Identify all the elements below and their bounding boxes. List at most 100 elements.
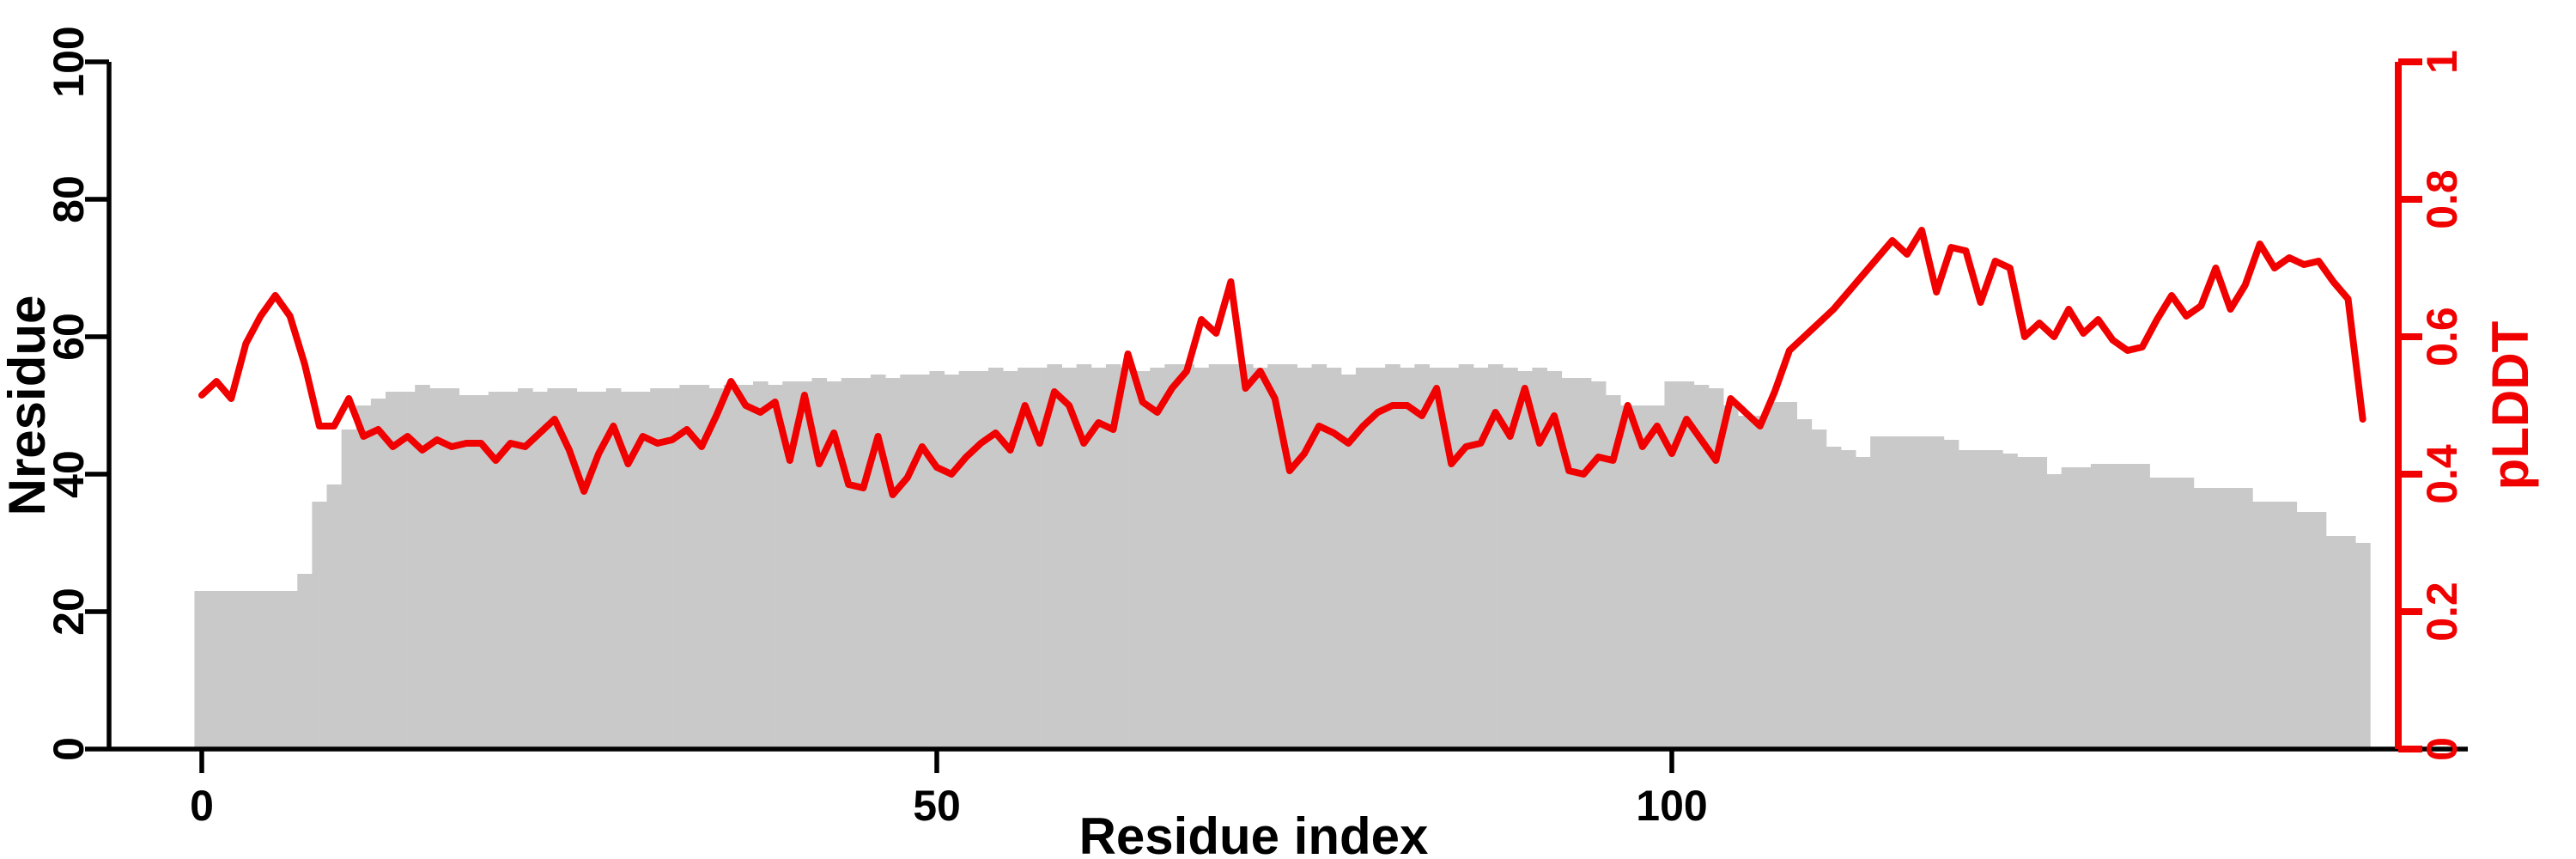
nresidue-bar: [2340, 536, 2356, 749]
nresidue-bar: [768, 385, 783, 749]
nresidue-bar: [2017, 457, 2032, 749]
nresidue-bar: [2046, 474, 2063, 749]
nresidue-bar: [1208, 364, 1224, 749]
nresidue-bar: [1753, 416, 1768, 749]
nresidue-bar: [665, 388, 680, 749]
nresidue-bar: [1796, 419, 1813, 749]
nresidue-bar: [2238, 488, 2253, 749]
nresidue-bar: [488, 392, 504, 749]
nresidue-bar: [650, 388, 665, 749]
nresidue-bar: [811, 378, 828, 749]
nresidue-bar: [2296, 512, 2312, 749]
nresidue-bar: [209, 591, 225, 749]
nresidue-bar: [1121, 368, 1136, 749]
nresidue-bar: [2164, 478, 2180, 749]
nresidue-bar: [1620, 405, 1636, 749]
left-tick-label: 40: [45, 450, 93, 498]
nresidue-bar: [782, 381, 798, 749]
nresidue-bar: [2223, 488, 2239, 749]
nresidue-bar: [2281, 502, 2298, 749]
nresidue-bar: [268, 591, 283, 749]
nresidue-bar: [562, 388, 578, 749]
nresidue-bar: [1679, 381, 1695, 749]
nresidue-bar: [1385, 364, 1400, 749]
nresidue-bar: [1605, 395, 1621, 749]
nresidue-bar: [1164, 364, 1180, 749]
nresidue-bar: [1223, 364, 1239, 749]
nresidue-bar: [415, 385, 430, 749]
nresidue-bar: [1018, 368, 1033, 749]
nresidue-bar: [620, 392, 636, 749]
x-tick-label: 100: [1636, 782, 1707, 830]
nresidue-bar: [885, 378, 901, 749]
nresidue-bar: [1340, 375, 1357, 749]
nresidue-bar: [223, 591, 240, 749]
nresidue-bar: [2149, 478, 2166, 749]
nresidue-bar: [1885, 436, 1900, 749]
nresidue-bar: [1032, 368, 1048, 749]
nresidue-bar: [2135, 464, 2150, 749]
nresidue-bar: [1326, 368, 1342, 749]
nresidue-bar: [1267, 364, 1283, 749]
right-tick-label: 0: [2418, 737, 2466, 761]
nresidue-bar: [694, 385, 710, 749]
left-tick-label: 60: [45, 313, 93, 361]
left-tick-label: 20: [45, 588, 93, 636]
nresidue-bar: [1194, 368, 1210, 749]
nresidue-bar: [1429, 368, 1445, 749]
nresidue-bar: [355, 405, 372, 749]
nresidue-bar: [1943, 440, 1959, 749]
nresidue-bar: [708, 388, 725, 749]
nresidue-bar: [1576, 378, 1592, 749]
nresidue-bar: [1414, 364, 1431, 749]
nresidue-bars: [194, 364, 2371, 749]
left-axis-title: Nresidue: [0, 295, 56, 516]
nresidue-bar: [1664, 381, 1680, 749]
nresidue-bar: [1297, 368, 1313, 749]
left-tick-label: 80: [45, 175, 93, 223]
nresidue-bar: [1693, 385, 1710, 749]
nresidue-bar: [518, 388, 533, 749]
plddt-path: [198, 227, 2366, 498]
nresidue-bar: [1738, 416, 1753, 749]
nresidue-bar: [797, 381, 812, 749]
nresidue-bar: [2032, 457, 2048, 749]
right-tick-label: 0.6: [2418, 307, 2466, 367]
nresidue-bar: [1370, 368, 1386, 749]
nresidue-bar: [1929, 436, 1945, 749]
right-tick-label: 0.8: [2418, 169, 2466, 229]
nresidue-bar: [605, 388, 622, 749]
nresidue-bar: [1076, 364, 1092, 749]
nresidue-bar: [1517, 371, 1533, 749]
nresidue-bar: [870, 375, 886, 749]
nresidue-bar: [1561, 378, 1577, 749]
nresidue-bar: [2002, 454, 2018, 749]
nresidue-bar: [1311, 364, 1327, 749]
nresidue-bar: [1473, 368, 1489, 749]
nresidue-bar: [444, 388, 460, 749]
nresidue-bar: [635, 392, 651, 749]
x-tick-label: 50: [913, 782, 961, 830]
nresidue-bar: [1972, 450, 1989, 749]
nresidue-bar: [1253, 368, 1268, 749]
nresidue-bar: [1061, 368, 1078, 749]
nresidue-bar: [1150, 368, 1165, 749]
nresidue-bar: [2075, 467, 2092, 749]
nresidue-bar: [2105, 464, 2121, 749]
nresidue-bar: [2193, 488, 2209, 749]
left-tick-label: 0: [45, 737, 93, 761]
nresidue-bar: [386, 392, 401, 749]
nresidue-bar: [738, 385, 754, 749]
nresidue-bar: [1811, 430, 1827, 749]
nresidue-bar: [1856, 457, 1871, 749]
nresidue-bar: [1782, 402, 1798, 749]
nresidue-bar: [576, 392, 592, 749]
nresidue-bar: [312, 502, 328, 749]
right-tick-label: 0.2: [2418, 582, 2466, 642]
nresidue-bar: [238, 591, 254, 749]
nresidue-bar: [826, 381, 842, 749]
nresidue-bar: [1503, 368, 1518, 749]
nresidue-bar: [1355, 368, 1371, 749]
nresidue-bar: [429, 388, 445, 749]
nresidue-bar: [914, 375, 930, 749]
